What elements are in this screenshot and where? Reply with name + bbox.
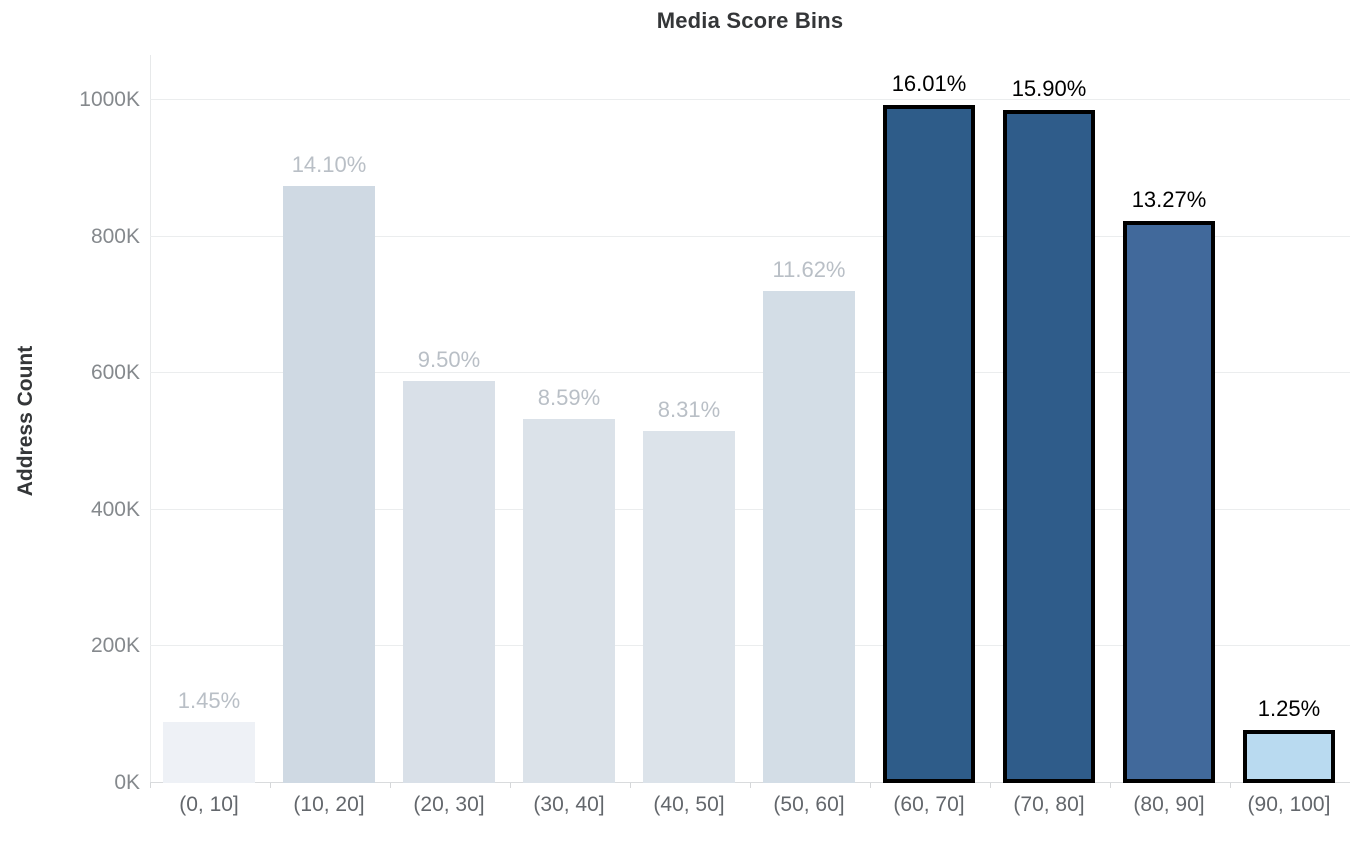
bar-value-label: 11.62%	[772, 257, 846, 282]
bar-value-label: 1.45%	[177, 688, 241, 713]
y-tick-label-400K: 400K	[90, 497, 140, 521]
chart-title: Media Score Bins	[656, 8, 844, 33]
bar-value-label: 1.25%	[1257, 696, 1321, 721]
x-tick-label: (20, 30]	[413, 793, 485, 816]
bar-value-label: 16.01%	[891, 71, 967, 96]
gridline-800K	[150, 235, 1350, 237]
x-axis-tick-mark	[390, 783, 391, 788]
gridline-200K	[150, 645, 1350, 647]
bar-value-label: 15.90%	[1011, 76, 1087, 101]
x-tick-label: (10, 20]	[293, 793, 365, 816]
x-tick-label: (0, 10]	[179, 793, 239, 816]
x-tick-label: (60, 70]	[893, 793, 965, 816]
gridline-400K	[150, 508, 1350, 510]
x-axis-tick-mark	[1110, 783, 1111, 788]
bar-90-100[interactable]	[1243, 730, 1335, 783]
x-tick-label: (50, 60]	[773, 793, 845, 816]
bar-0-10[interactable]	[163, 722, 255, 783]
gridline-1000K	[150, 99, 1350, 100]
bar-40-50[interactable]	[643, 431, 735, 783]
bar-60-70[interactable]	[883, 105, 975, 783]
x-axis-tick-mark	[870, 783, 871, 788]
x-tick-label: (30, 40]	[533, 793, 605, 816]
y-tick-label-200K: 200K	[90, 634, 140, 658]
x-axis-tick-mark	[270, 783, 271, 788]
bar-value-label: 13.27%	[1131, 187, 1207, 212]
x-tick-label: (40, 50]	[653, 793, 725, 816]
x-axis-tick-mark	[510, 783, 511, 788]
x-tick-label: (80, 90]	[1133, 793, 1205, 816]
x-axis-tick-mark	[150, 783, 151, 788]
x-axis-tick-mark	[750, 783, 751, 788]
gridline-600K	[150, 372, 1350, 374]
y-tick-label-800K: 800K	[90, 224, 140, 248]
y-tick-label-1000K: 1000K	[79, 88, 140, 111]
y-tick-label-0K: 0K	[114, 771, 140, 794]
y-tick-label-600K: 600K	[90, 361, 140, 385]
bar-30-40[interactable]	[523, 419, 615, 783]
bar-value-label: 14.10%	[291, 152, 367, 177]
bar-20-30[interactable]	[403, 381, 495, 783]
bar-70-80[interactable]	[1003, 110, 1095, 783]
x-tick-label: (70, 80]	[1013, 793, 1085, 816]
x-axis-tick-mark	[990, 783, 991, 788]
bar-80-90[interactable]	[1123, 221, 1215, 783]
x-axis-tick-mark	[630, 783, 631, 788]
bar-10-20[interactable]	[283, 186, 375, 783]
x-tick-label: (90, 100]	[1247, 793, 1331, 816]
bar-50-60[interactable]	[763, 291, 855, 783]
y-axis-line	[150, 55, 151, 783]
bar-value-label: 8.31%	[657, 397, 721, 422]
y-axis-title: Address Count	[14, 345, 37, 497]
plot-area: 1.45% 14.10% 9.50% 8.59% 8.31% 11.62% 16.01% 15…	[150, 55, 1350, 783]
x-axis-baseline	[150, 782, 1350, 783]
x-axis-tick-mark	[1230, 783, 1231, 788]
bar-value-label: 9.50%	[417, 347, 481, 372]
bar-value-label: 8.59%	[537, 385, 601, 410]
